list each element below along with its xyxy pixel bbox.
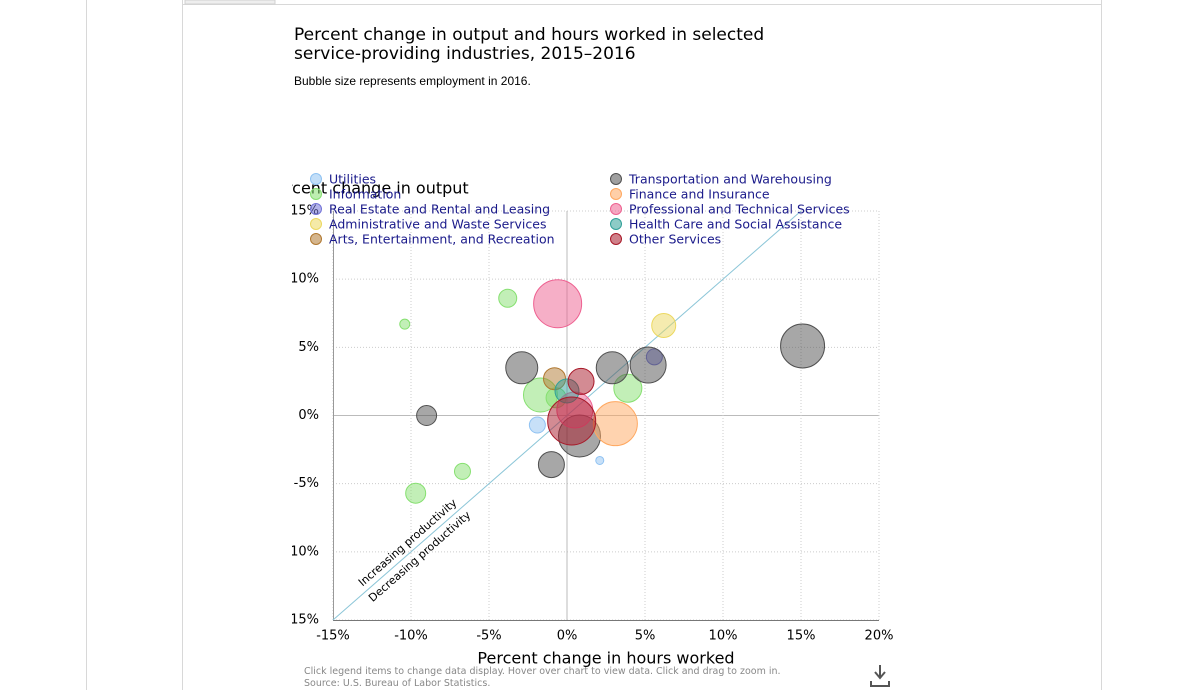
bubble[interactable]	[567, 367, 595, 395]
y-tick-label: -15%	[285, 613, 319, 628]
legend-marker[interactable]	[310, 173, 322, 185]
bubble[interactable]	[780, 323, 826, 369]
x-tick-label: 10%	[709, 629, 738, 644]
legend-marker[interactable]	[310, 218, 322, 230]
legend-marker[interactable]	[610, 188, 622, 200]
x-tick-label: 15%	[787, 629, 816, 644]
tab[interactable]	[184, 0, 276, 5]
bubble[interactable]	[405, 482, 427, 504]
legend-label[interactable]: Real Estate and Rental and Leasing	[329, 202, 550, 217]
source: Source: U.S. Bureau of Labor Statistics.	[304, 678, 491, 689]
y-tick-label: 0%	[298, 408, 319, 423]
chart-subtitle: Bubble size represents employment in 201…	[294, 74, 531, 88]
bubble[interactable]	[537, 451, 565, 479]
legend-marker[interactable]	[310, 203, 322, 215]
y-tick-label: 10%	[290, 272, 319, 287]
x-tick-label: 20%	[865, 629, 894, 644]
y-axis-title: Percent change in output	[267, 179, 469, 198]
plot: -15%-10%-5%0%5%10%15%-15% -10% -5% 0% 5% 10% 1…	[267, 172, 894, 668]
bubble[interactable]	[533, 279, 583, 329]
bubble[interactable]	[399, 318, 411, 330]
legend-label[interactable]: Health Care and Social Assistance	[629, 217, 842, 232]
legend-marker[interactable]	[610, 203, 622, 215]
note: Click legend items to change data displa…	[304, 666, 781, 677]
legend-marker[interactable]	[610, 173, 622, 185]
bubble[interactable]	[629, 346, 667, 384]
download-icon[interactable]	[870, 665, 890, 687]
x-tick-label: -5%	[476, 629, 501, 644]
legend-label[interactable]: Information	[329, 187, 401, 202]
legend-label[interactable]: Professional and Technical Services	[629, 202, 850, 217]
legend-marker[interactable]	[310, 188, 322, 200]
bubble[interactable]	[453, 462, 471, 480]
bubble[interactable]	[547, 396, 597, 446]
legend-label[interactable]: Administrative and Waste Services	[329, 217, 546, 232]
bubble[interactable]	[498, 288, 518, 308]
legend-label[interactable]: Utilities	[329, 172, 376, 187]
chart-title: Percent change in output and hours worke…	[294, 25, 765, 64]
y-tick-label: 5%	[298, 340, 319, 355]
bubble[interactable]	[592, 401, 638, 447]
x-axis-title: Percent change in hours worked	[477, 649, 734, 668]
legend-marker[interactable]	[610, 233, 622, 245]
bubble[interactable]	[595, 455, 605, 465]
legend-label[interactable]: Finance and Insurance	[629, 187, 770, 202]
legend-marker[interactable]	[610, 218, 622, 230]
y-tick-label: -10%	[285, 544, 319, 559]
x-tick-label: 5%	[635, 629, 656, 644]
legend-marker[interactable]	[310, 233, 322, 245]
bubble[interactable]	[505, 351, 539, 385]
legend-label[interactable]: Arts, Entertainment, and Recreation	[329, 232, 555, 247]
bubble[interactable]	[416, 405, 438, 426]
bubble[interactable]	[651, 313, 677, 339]
bubble[interactable]	[595, 351, 629, 385]
legend-label[interactable]: Transportation and Warehousing	[628, 172, 832, 187]
x-tick-label: -10%	[394, 629, 428, 644]
x-tick-label: -15%	[316, 629, 350, 644]
x-tick-label: 0%	[557, 629, 578, 644]
bubble[interactable]	[528, 416, 546, 434]
legend-label[interactable]: Other Services	[629, 232, 721, 247]
y-tick-label: -5%	[294, 476, 319, 491]
